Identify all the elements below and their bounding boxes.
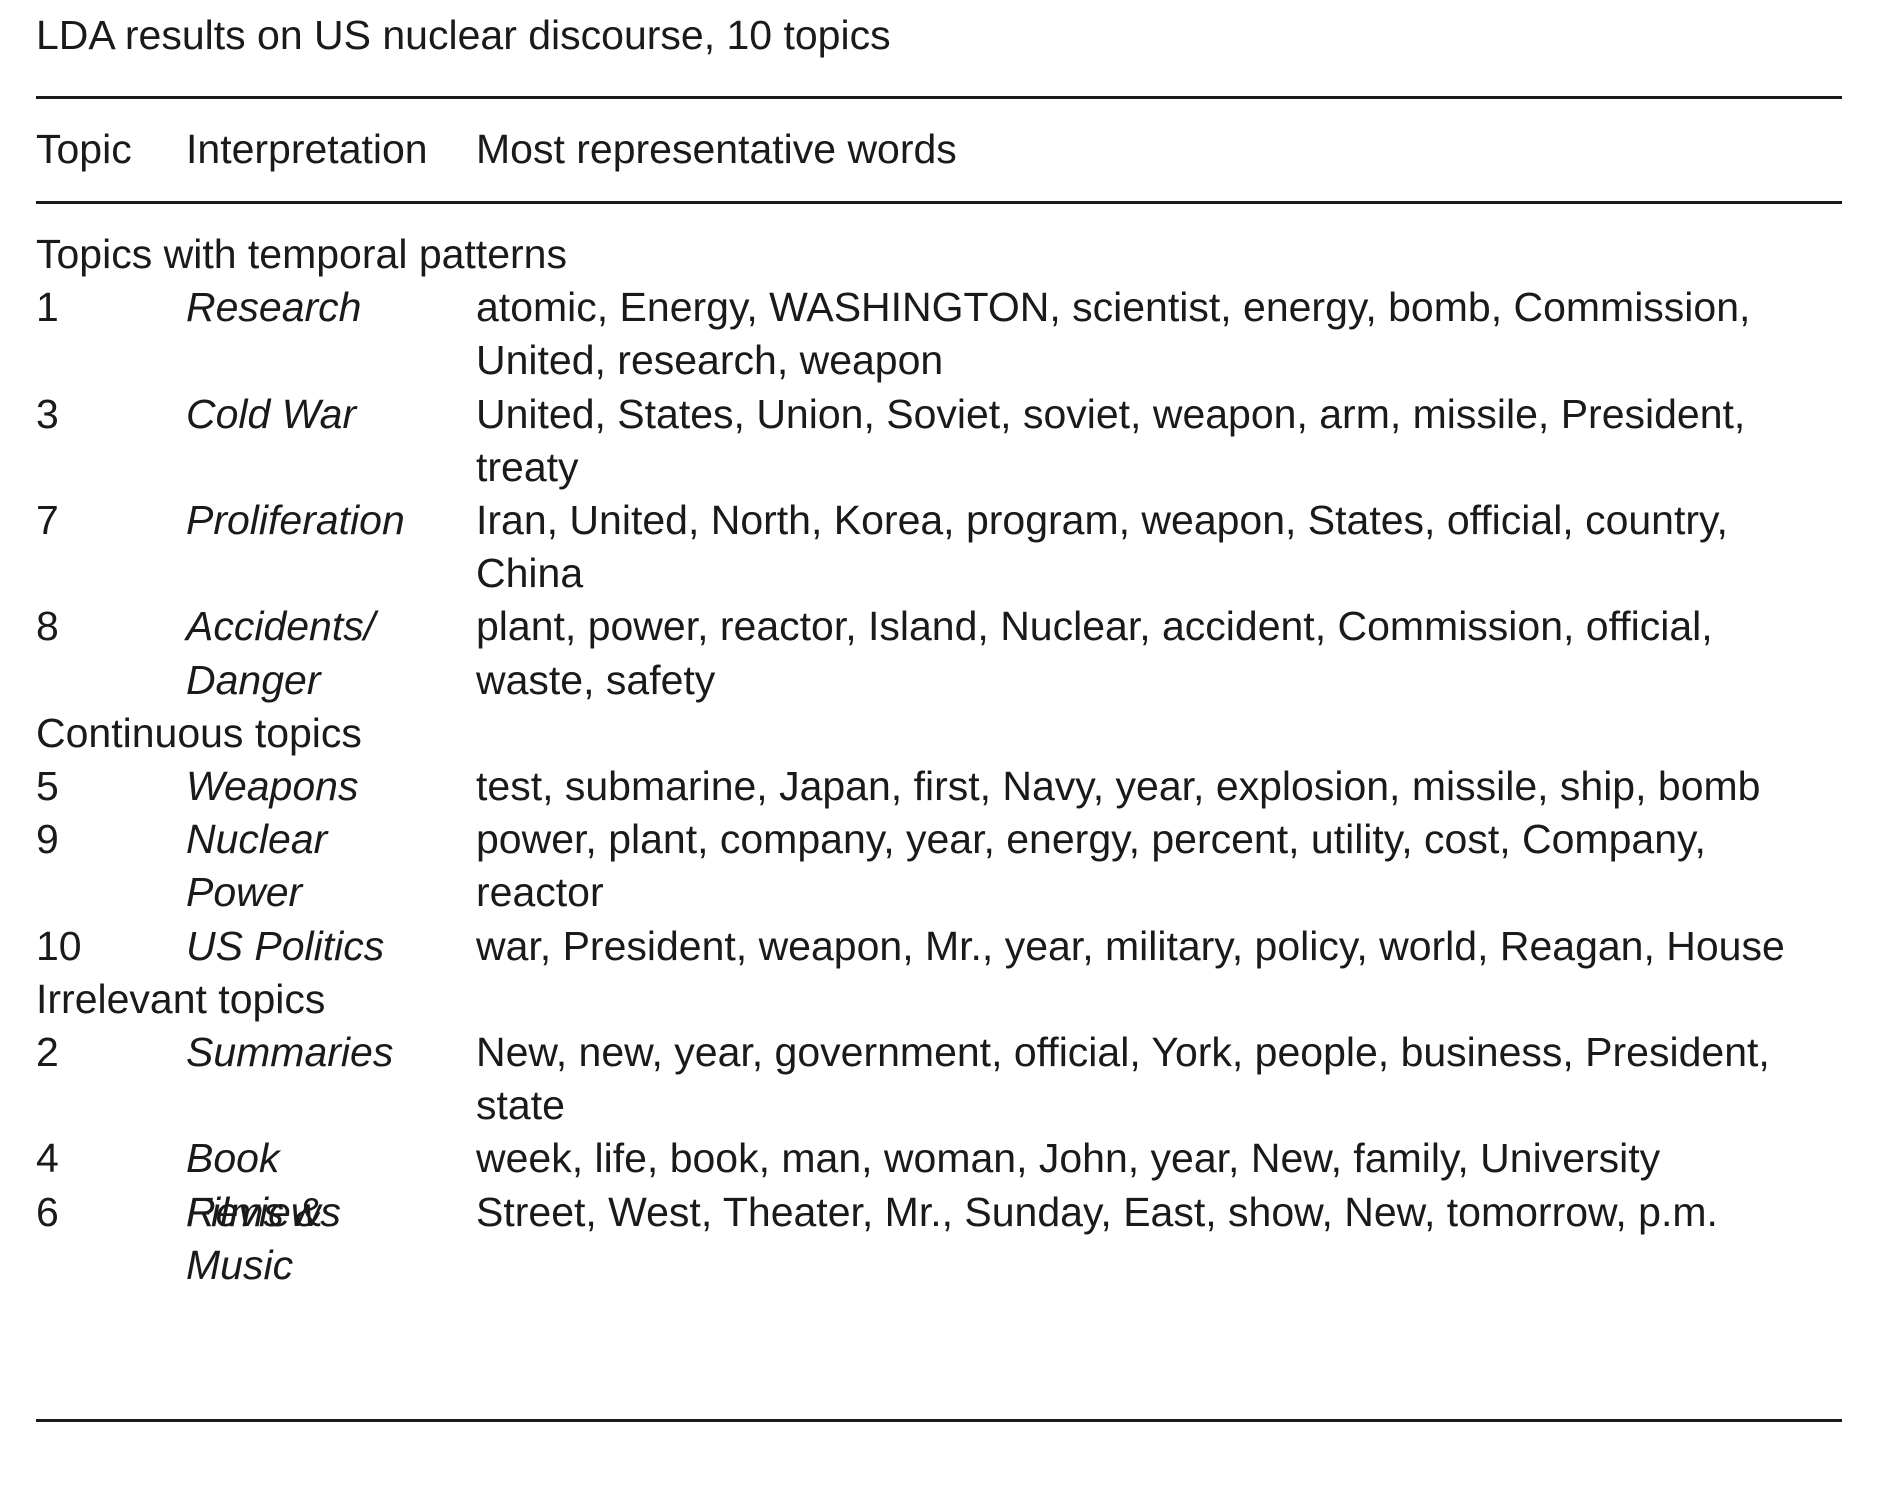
topic-interpretation: Cold War: [186, 390, 357, 437]
group-label-temporal: Topics with temporal patterns: [36, 231, 567, 277]
table-row: 1 Research atomic, Energy, WASHINGTON, s…: [0, 281, 1882, 387]
topic-words: United, States, Union, Soviet, soviet, w…: [476, 390, 1746, 490]
header-words: Most representative words: [476, 126, 957, 172]
topic-words: plant, power, reactor, Island, Nuclear, …: [476, 603, 1713, 703]
topic-words: week, life, book, man, woman, John, year…: [476, 1135, 1661, 1182]
topic-words: war, President, weapon, Mr., year, milit…: [476, 922, 1785, 969]
table-row: 9 Nuclear Power power, plant, company, y…: [0, 813, 1882, 919]
topic-words: Iran, United, North, Korea, program, wea…: [476, 497, 1728, 597]
topic-number: 7: [36, 497, 59, 543]
table-row: 6 Films & Music Street, West, Theater, M…: [0, 1186, 1882, 1288]
topic-number: 10: [36, 922, 82, 969]
topic-number: 1: [36, 284, 59, 331]
topic-interpretation: Films & Music: [186, 1188, 323, 1288]
table-row: 4 Book Reviews week, life, book, man, wo…: [0, 1132, 1882, 1234]
top-rule: [36, 96, 1842, 99]
topic-number: 8: [36, 603, 59, 650]
topic-interpretation: Weapons: [186, 763, 359, 809]
topic-interpretation: Accidents/ Danger: [186, 603, 376, 703]
table-row: 5 Weapons test, submarine, Japan, first,…: [0, 760, 1882, 813]
topic-number: 2: [36, 1029, 59, 1075]
table-row: 3 Cold War United, States, Union, Soviet…: [0, 388, 1882, 494]
topic-interpretation: Summaries: [186, 1029, 394, 1075]
table-row: 10 US Politics war, President, weapon, M…: [0, 920, 1882, 973]
group-label-continuous: Continuous topics: [36, 709, 362, 756]
topic-number: 3: [36, 390, 59, 437]
header-topic: Topic: [36, 126, 132, 172]
topic-words: New, new, year, government, official, Yo…: [476, 1029, 1770, 1129]
topic-number: 5: [36, 763, 59, 809]
topic-words: atomic, Energy, WASHINGTON, scientist, e…: [476, 284, 1751, 384]
topic-interpretation: Proliferation: [186, 497, 405, 543]
table-caption: LDA results on US nuclear discourse, 10 …: [36, 12, 891, 58]
topic-words: Street, West, Theater, Mr., Sunday, East…: [476, 1188, 1718, 1235]
topic-interpretation: Nuclear Power: [186, 816, 328, 916]
table-body: Topics with temporal patterns 1 Research…: [0, 228, 1882, 1288]
topic-number: 9: [36, 816, 59, 863]
header-interpretation: Interpretation: [186, 126, 428, 172]
topic-number: 6: [36, 1188, 59, 1235]
topic-interpretation: US Politics: [186, 922, 385, 969]
bottom-rule: [36, 1419, 1842, 1422]
group-label-irrelevant: Irrelevant topics: [36, 975, 326, 1022]
topic-number: 4: [36, 1135, 59, 1182]
topic-words: test, submarine, Japan, first, Navy, yea…: [476, 763, 1761, 809]
table-row: 8 Accidents/ Danger plant, power, reacto…: [0, 600, 1882, 706]
table-row: 7 Proliferation Iran, United, North, Kor…: [0, 494, 1882, 600]
table-header: Topic Interpretation Most representative…: [0, 122, 1882, 176]
header-rule: [36, 201, 1842, 204]
topic-interpretation: Book Reviews: [186, 1135, 341, 1235]
topic-interpretation: Research: [186, 284, 362, 331]
table-row: 2 Summaries New, new, year, government, …: [0, 1026, 1882, 1132]
topic-words: power, plant, company, year, energy, per…: [476, 816, 1706, 916]
